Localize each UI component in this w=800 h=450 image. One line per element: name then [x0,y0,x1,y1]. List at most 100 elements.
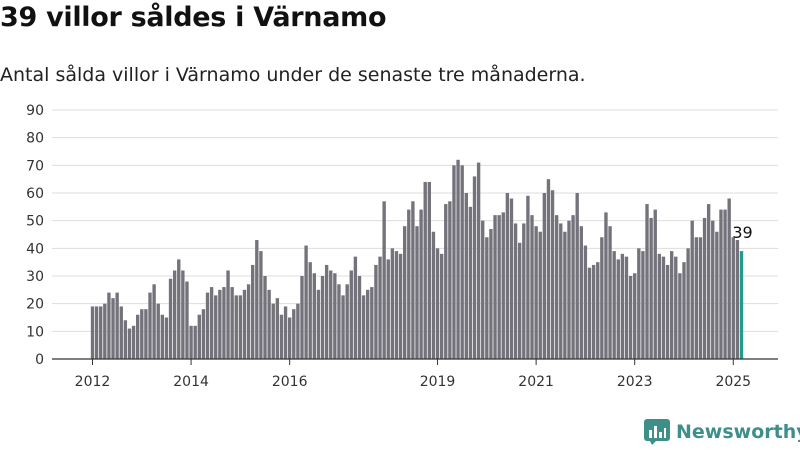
newsworthy-logo[interactable]: Newsworthy [644,419,800,445]
bar [172,270,177,359]
bar [218,289,222,359]
bar [177,259,181,359]
bar [505,193,510,359]
bar [341,295,345,359]
bar [468,206,473,359]
bar [390,248,395,359]
bar [439,253,444,359]
bar [251,264,255,359]
bar [674,256,678,359]
bar [456,159,460,359]
bar [526,195,530,359]
y-tick-label: 40 [26,241,44,257]
bar [686,248,690,359]
bar [711,220,715,359]
bar [90,306,95,359]
bar [633,273,637,359]
bar [144,309,148,359]
bar [164,317,169,359]
bar [353,256,358,359]
bar [612,251,616,359]
bar [596,262,600,359]
bar [567,220,571,359]
bar [476,162,481,359]
bar [156,303,160,359]
bar [571,215,575,359]
bars [90,159,744,359]
bar [370,287,374,359]
bar [366,289,370,359]
bar [230,287,234,359]
bar [131,325,136,359]
bar [542,193,547,359]
x-tick-label: 2025 [715,374,751,390]
bar [324,264,329,359]
bar [398,253,403,359]
bar [160,314,165,359]
bar [678,273,682,359]
bar [246,284,251,359]
bar [509,198,514,359]
bar [448,201,452,359]
bar [111,298,115,359]
bar [168,278,173,359]
bar [287,317,292,359]
bar [452,165,456,359]
bar [374,264,378,359]
bar [694,237,698,359]
bar [587,267,592,359]
x-tick-label: 2021 [518,374,554,390]
labels: 0 10 20 30 40 50 60 70 80 90 2012 2014 2016 2019 2021 2… [26,103,753,390]
bar [263,276,267,359]
y-tick-label: 0 [35,352,44,368]
bar [152,284,156,359]
bar [316,289,321,359]
bar [94,306,99,359]
bar [214,295,218,359]
bar [300,276,304,359]
y-tick-label: 50 [26,214,44,230]
bar [337,284,341,359]
bar [583,245,588,359]
bar [591,264,596,359]
bar [669,251,674,359]
bar [394,251,399,359]
bar [600,237,604,359]
bar [723,209,727,359]
bar [493,215,497,359]
bar [329,270,333,359]
bar [201,309,206,359]
bar [661,256,666,359]
bar [386,259,390,359]
bar [628,276,633,359]
bar [271,303,275,359]
bar [402,226,407,359]
bar [205,292,210,359]
bar [119,306,123,359]
bar [296,303,300,359]
data-label-latest: 39 [732,223,752,242]
bar [279,314,284,359]
bar [637,248,641,359]
bar [538,231,542,359]
bar [320,276,325,359]
bar [275,298,280,359]
bar [641,251,645,359]
x-tick-label: 2019 [420,374,456,390]
bar [345,284,349,359]
bar [706,204,711,359]
bar [727,198,731,359]
bar [513,223,518,359]
bar [349,270,353,359]
bar [189,325,193,359]
bar [530,215,534,359]
bar [242,289,247,359]
bar [115,292,119,359]
bar [665,264,670,359]
bar [431,231,436,359]
chart-subtitle: Antal sålda villor i Värnamo under de se… [0,64,586,86]
bar [103,303,107,359]
bar [620,253,625,359]
bar [657,253,662,359]
bar [522,223,526,359]
